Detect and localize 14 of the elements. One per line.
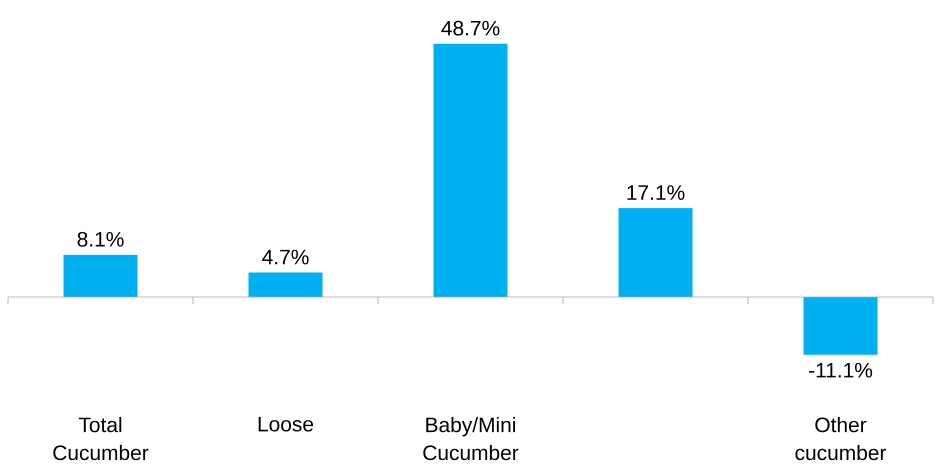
bar (618, 208, 693, 297)
data-label: 17.1% (627, 185, 684, 200)
x-tick-label: Total Cucumber (53, 416, 148, 460)
data-label: 48.7% (441, 20, 500, 36)
bar (804, 297, 878, 355)
x-tick-label: Loose (258, 416, 314, 432)
bar (64, 254, 138, 297)
bar (248, 272, 323, 297)
data-label: 4.7% (262, 250, 309, 264)
x-tick-label: Other cucumber (795, 416, 886, 460)
data-label: -11.1% (809, 362, 872, 378)
data-label: 8.1% (78, 232, 124, 247)
x-tick-label: Baby/Mini Cucumber (423, 416, 518, 460)
bar (434, 44, 508, 297)
